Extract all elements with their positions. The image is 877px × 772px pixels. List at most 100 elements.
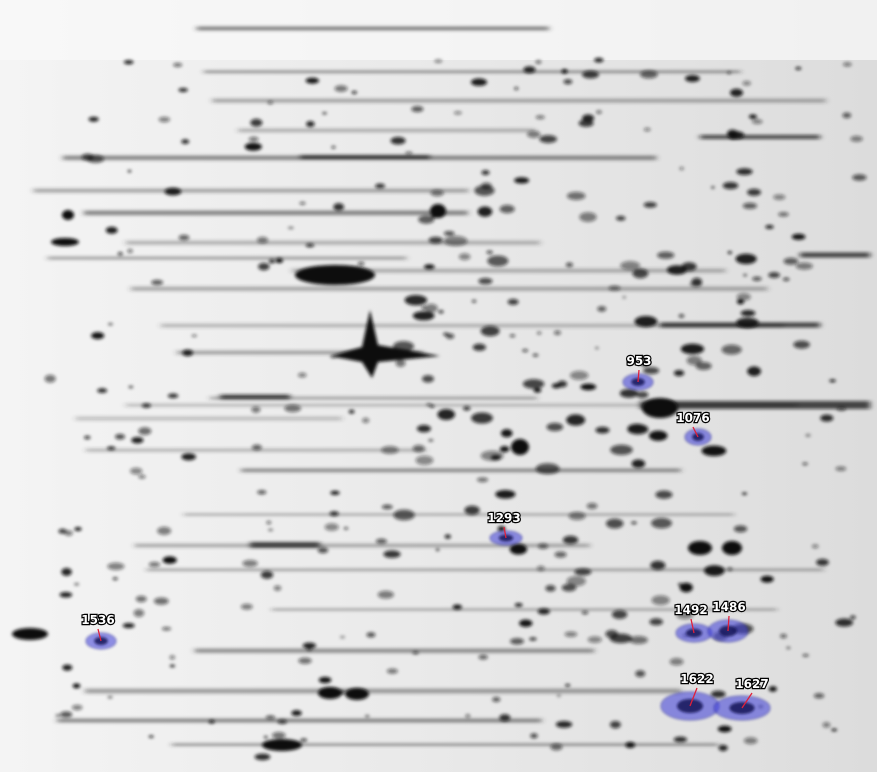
spot — [723, 182, 738, 189]
spot-label: 1486 — [712, 600, 745, 614]
spot — [252, 445, 262, 451]
spot — [527, 131, 541, 138]
spot — [820, 415, 833, 422]
spot — [272, 732, 286, 738]
spot — [154, 597, 169, 604]
spot — [62, 210, 74, 220]
spot — [74, 583, 79, 585]
spot — [595, 347, 599, 349]
spot — [444, 236, 468, 246]
spot — [643, 367, 659, 374]
spot — [744, 737, 757, 744]
spot — [704, 565, 724, 576]
spot — [545, 585, 555, 592]
spot — [257, 237, 268, 244]
spot — [579, 212, 596, 222]
spot — [566, 414, 585, 425]
spot — [344, 527, 348, 530]
spot — [634, 316, 657, 327]
spot — [535, 60, 541, 64]
spot — [471, 78, 487, 86]
streak — [800, 253, 870, 258]
streak — [126, 241, 540, 245]
spot — [411, 106, 423, 112]
spot — [349, 410, 355, 414]
spot — [595, 427, 609, 434]
spot — [107, 446, 115, 450]
spot — [181, 453, 196, 460]
spot — [536, 115, 545, 119]
spot — [670, 658, 684, 665]
spot — [843, 62, 852, 66]
spot — [629, 636, 648, 644]
spot — [631, 522, 637, 525]
spot — [106, 227, 118, 234]
spot — [284, 405, 301, 413]
spot — [179, 235, 190, 241]
spot — [264, 736, 268, 738]
spot — [61, 568, 72, 576]
spot-label: 1622 — [680, 672, 713, 686]
spot — [118, 252, 123, 256]
spot — [262, 739, 302, 751]
spot — [169, 655, 175, 659]
spot — [376, 539, 387, 544]
spot — [692, 278, 703, 286]
spot — [649, 431, 667, 441]
spot — [127, 249, 133, 253]
spot — [178, 88, 187, 92]
spot — [463, 406, 471, 410]
spot — [268, 529, 273, 532]
spot — [478, 655, 487, 660]
spot — [627, 424, 648, 434]
spot — [429, 237, 443, 244]
spot — [538, 608, 550, 614]
spot — [115, 434, 125, 440]
spot — [556, 721, 572, 728]
page: 9531076129315361492148616221627 (() => {… — [0, 0, 877, 772]
spot — [123, 623, 135, 628]
spot — [674, 737, 687, 743]
spot — [786, 647, 790, 649]
spot — [477, 477, 488, 482]
spot — [330, 355, 337, 358]
spot — [742, 492, 747, 494]
spot — [250, 119, 262, 127]
spot — [835, 619, 853, 627]
spot-label: 1293 — [487, 511, 520, 525]
spot — [741, 310, 756, 316]
spot — [257, 490, 266, 494]
spot — [515, 603, 523, 607]
spot — [393, 510, 414, 521]
spot — [674, 370, 684, 376]
spot — [319, 677, 332, 683]
spot — [278, 720, 287, 724]
spot — [850, 616, 856, 620]
spot — [533, 354, 539, 357]
spot — [138, 475, 145, 479]
spot — [412, 651, 418, 654]
spot — [358, 262, 365, 265]
spot — [288, 227, 294, 230]
spot — [55, 714, 60, 717]
spot — [333, 203, 344, 211]
spot — [131, 437, 143, 443]
spot-label: 1627 — [735, 677, 768, 691]
spot — [487, 255, 508, 266]
spot — [736, 318, 759, 328]
spot — [396, 360, 406, 367]
spot — [842, 113, 851, 119]
spot — [657, 252, 674, 259]
spot — [651, 518, 672, 529]
spot — [679, 167, 683, 170]
spot — [181, 139, 189, 144]
spot — [241, 604, 253, 610]
spot — [431, 190, 444, 197]
spot — [749, 114, 757, 118]
spot — [529, 637, 536, 640]
spot — [640, 70, 658, 78]
spot — [416, 456, 434, 465]
spot — [563, 536, 578, 544]
spot — [530, 733, 538, 738]
spot — [742, 81, 751, 86]
